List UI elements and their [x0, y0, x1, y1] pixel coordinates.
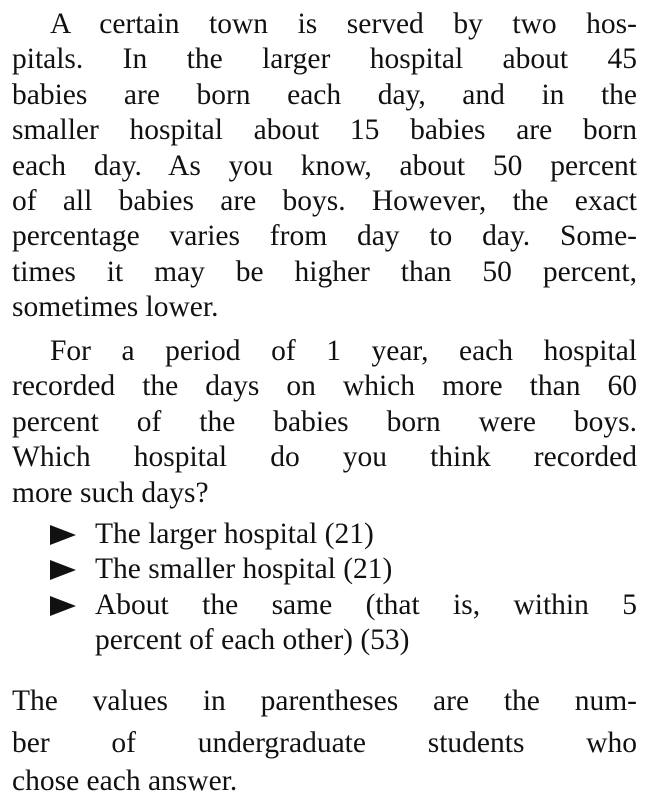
text-line: each day. As you know, about 50 percent	[12, 150, 637, 182]
text-line: times it may be higher than 50 percent,	[12, 256, 637, 288]
option-label: The larger hospital (21)	[95, 518, 374, 550]
text-line: A certain town is served by two hos-	[50, 8, 637, 40]
text-line: sometimes lower.	[12, 291, 219, 323]
text-line: more such days?	[12, 477, 209, 509]
option-label: percent of each other) (53)	[95, 624, 410, 656]
text-line: smaller hospital about 15 babies are bor…	[12, 114, 637, 146]
text-line: percentage varies from day to day. Some-	[12, 220, 637, 252]
text-line: For a period of 1 year, each hospital	[50, 335, 637, 367]
text-line: of all babies are boys. However, the exa…	[12, 185, 637, 217]
text-line: pitals. In the larger hospital about 45	[12, 43, 637, 75]
text-line: percent of the babies born were boys.	[12, 406, 637, 438]
text-line: chose each answer.	[12, 765, 238, 797]
text-line: babies are born each day, and in the	[12, 79, 637, 111]
text-line: The values in parentheses are the num-	[12, 685, 637, 717]
text-line: recorded the days on which more than 60	[12, 370, 637, 402]
option-label: The smaller hospital (21)	[95, 553, 393, 585]
option-label: About the same (that is, within 5	[95, 589, 637, 621]
text-line: Which hospital do you think recorded	[12, 441, 637, 473]
arrow-right-icon	[50, 596, 76, 616]
arrow-right-icon	[50, 525, 76, 545]
text-line: ber of undergraduate students who	[12, 727, 637, 759]
arrow-right-icon	[50, 560, 76, 580]
